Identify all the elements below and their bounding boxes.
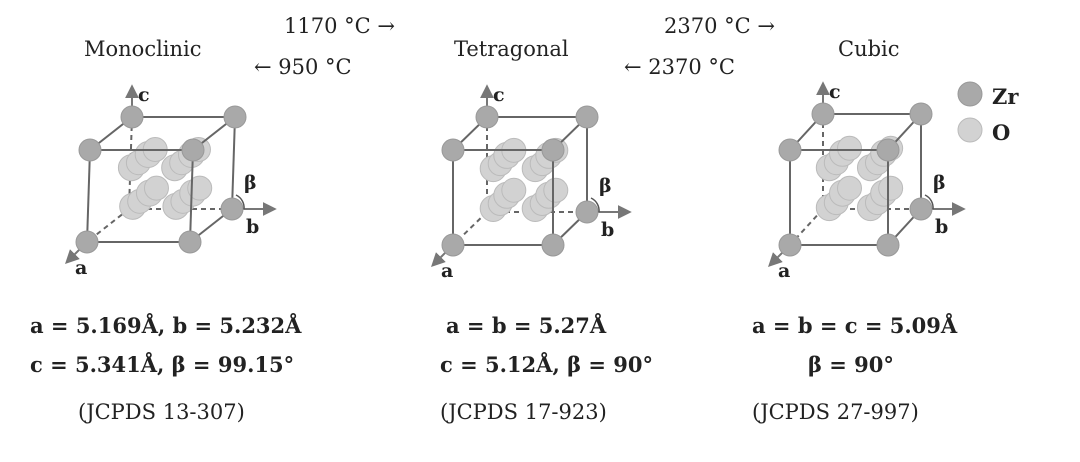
transition-forward-1: 1170 °C → xyxy=(284,14,395,38)
monoclinic-edge xyxy=(231,116,236,210)
tetragonal-b-label: b xyxy=(601,219,614,241)
cubic-params-2: β = 90° xyxy=(808,352,894,377)
cubic-o-atom xyxy=(878,175,904,201)
monoclinic-zr-atom xyxy=(223,105,247,129)
legend-zr-label: Zr xyxy=(992,84,1019,109)
cubic-o-atom xyxy=(837,175,862,201)
tetragonal-c-label: c xyxy=(493,84,505,106)
legend-zr-icon xyxy=(957,81,983,107)
monoclinic-zr-atom xyxy=(181,138,205,162)
tetragonal-o-atom xyxy=(543,177,569,203)
monoclinic-c-label: c xyxy=(138,84,150,106)
transition-forward-2: 2370 °C → xyxy=(664,14,775,38)
cubic-ref: (JCPDS 27-997) xyxy=(752,400,919,424)
monoclinic-o-atom xyxy=(143,175,169,201)
tetragonal-zr-atom xyxy=(441,138,465,162)
tetragonal-zr-atom xyxy=(541,138,565,162)
tetragonal-o-atom xyxy=(501,177,527,203)
transition-reverse-1: ← 950 °C xyxy=(254,55,352,79)
cubic-zr-atom xyxy=(778,138,802,162)
phase-title-cubic: Cubic xyxy=(838,37,900,61)
cubic-o-atom xyxy=(837,135,862,161)
monoclinic-zr-atom xyxy=(75,230,99,254)
tetragonal-zr-atom xyxy=(441,233,465,257)
phase-title-monoclinic: Monoclinic xyxy=(84,37,202,61)
monoclinic-b-label: b xyxy=(246,216,259,238)
tetragonal-zr-atom xyxy=(575,105,599,129)
cubic-zr-atom xyxy=(876,233,900,257)
monoclinic-params-1: a = 5.169Å, b = 5.232Å xyxy=(30,313,302,338)
phase-title-tetragonal: Tetragonal xyxy=(454,37,569,61)
tetragonal-beta-label: β xyxy=(599,175,612,197)
transition-reverse-2: ← 2370 °C xyxy=(624,55,735,79)
cubic-zr-atom xyxy=(811,102,835,126)
monoclinic-zr-atom xyxy=(78,138,102,162)
cubic-zr-atom xyxy=(909,197,933,221)
legend-o-label: O xyxy=(992,120,1011,145)
monoclinic-zr-atom xyxy=(178,230,202,254)
tetragonal-zr-atom xyxy=(575,200,599,224)
tetragonal-zr-atom xyxy=(541,233,565,257)
cubic-b-label: b xyxy=(935,216,948,238)
tetragonal-beta-arc xyxy=(590,197,600,213)
monoclinic-a-label: a xyxy=(75,257,87,279)
tetragonal-ref: (JCPDS 17-923) xyxy=(440,400,607,424)
monoclinic-o-atom xyxy=(187,175,213,201)
cubic-zr-atom xyxy=(778,233,802,257)
monoclinic-edge xyxy=(86,149,91,243)
cubic-beta-label: β xyxy=(933,172,946,194)
cubic-beta-arc xyxy=(924,194,934,210)
tetragonal-a-label: a xyxy=(441,260,453,282)
cubic-params-1: a = b = c = 5.09Å xyxy=(752,313,958,338)
monoclinic-beta-label: β xyxy=(244,172,257,194)
tetragonal-zr-atom xyxy=(475,105,499,129)
tetragonal-params-2: c = 5.12Å, β = 90° xyxy=(440,352,653,377)
tetragonal-params-1: a = b = 5.27Å xyxy=(446,313,607,338)
monoclinic-zr-atom xyxy=(120,105,144,129)
legend-o-icon xyxy=(957,117,983,143)
cubic-a-label: a xyxy=(778,260,790,282)
cubic-zr-atom xyxy=(876,138,900,162)
cubic-zr-atom xyxy=(909,102,933,126)
monoclinic-ref: (JCPDS 13-307) xyxy=(78,400,245,424)
monoclinic-beta-arc xyxy=(235,194,245,210)
monoclinic-edge xyxy=(189,149,194,243)
monoclinic-zr-atom xyxy=(220,197,244,221)
cubic-c-label: c xyxy=(829,81,841,103)
monoclinic-params-2: c = 5.341Å, β = 99.15° xyxy=(30,352,295,377)
